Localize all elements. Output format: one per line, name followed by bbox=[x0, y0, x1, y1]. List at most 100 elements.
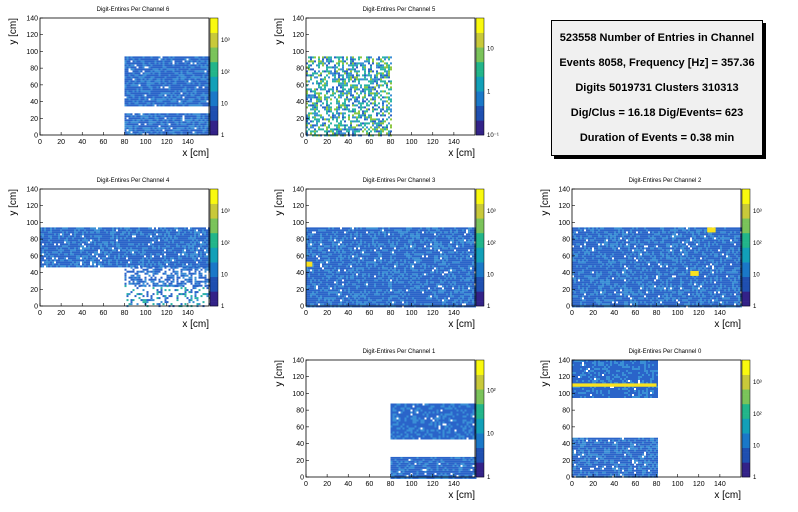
heatmap-cell bbox=[82, 257, 84, 260]
heatmap-cell bbox=[94, 241, 96, 244]
color-scale-band bbox=[210, 76, 218, 82]
heatmap-cell bbox=[336, 227, 338, 230]
heatmap-cell bbox=[160, 125, 163, 128]
heatmap-cell bbox=[190, 261, 192, 264]
heatmap-cell bbox=[124, 115, 127, 118]
heatmap-cell bbox=[144, 253, 146, 256]
heatmap-cell bbox=[138, 253, 140, 256]
heatmap-cell bbox=[142, 62, 145, 65]
heatmap-cell bbox=[172, 117, 175, 120]
heatmap-cell bbox=[82, 255, 84, 258]
heatmap-cell bbox=[192, 86, 195, 89]
y-tick-label: 60 bbox=[296, 82, 304, 89]
heatmap-cell bbox=[138, 74, 141, 77]
color-scale-band bbox=[476, 110, 484, 116]
heatmap-cell bbox=[142, 123, 145, 126]
heatmap-cell bbox=[152, 76, 155, 79]
heatmap-cell bbox=[136, 249, 138, 252]
heatmap-cell bbox=[114, 227, 116, 230]
heatmap-cell bbox=[340, 96, 342, 99]
heatmap-cell bbox=[178, 78, 181, 81]
heatmap-cell bbox=[186, 115, 189, 118]
heatmap-cell bbox=[364, 116, 366, 119]
heatmap-cell bbox=[306, 70, 308, 73]
heatmap-cell bbox=[354, 233, 356, 236]
heatmap-cell bbox=[106, 249, 108, 252]
heatmap-cell bbox=[136, 257, 138, 260]
heatmap-cell bbox=[352, 231, 354, 234]
heatmap-cell bbox=[178, 82, 181, 85]
heatmap-cell bbox=[152, 96, 155, 99]
heatmap-cell bbox=[178, 56, 181, 59]
heatmap-cell bbox=[76, 227, 78, 230]
heatmap-cell bbox=[202, 231, 204, 234]
heatmap-cell bbox=[172, 270, 175, 273]
heatmap-cell bbox=[124, 235, 126, 238]
y-tick-label: 100 bbox=[26, 220, 38, 227]
heatmap-cell bbox=[202, 241, 204, 244]
heatmap-cell bbox=[132, 282, 135, 285]
heatmap-cell bbox=[106, 231, 108, 234]
heatmap-cell bbox=[156, 78, 159, 81]
heatmap-cell bbox=[328, 231, 330, 234]
heatmap-cell bbox=[148, 88, 151, 91]
heatmap-cell bbox=[374, 227, 376, 230]
color-scale-band bbox=[476, 71, 484, 77]
heatmap-cell bbox=[158, 115, 161, 118]
heatmap-cell bbox=[308, 60, 310, 63]
heatmap-cell bbox=[168, 239, 170, 242]
heatmap-cell bbox=[194, 115, 197, 118]
heatmap-cell bbox=[154, 100, 157, 103]
heatmap-cell bbox=[174, 235, 176, 238]
heatmap-cell bbox=[134, 68, 137, 71]
heatmap-cell bbox=[132, 70, 135, 73]
heatmap-cell bbox=[192, 261, 194, 264]
heatmap-cell bbox=[116, 241, 118, 244]
heatmap-cell bbox=[386, 126, 388, 129]
heatmap-cell bbox=[128, 102, 131, 105]
heatmap-cell bbox=[144, 56, 147, 59]
heatmap-cell bbox=[146, 272, 149, 275]
heatmap-cell bbox=[110, 265, 112, 268]
heatmap-cell bbox=[194, 76, 197, 79]
heatmap-cell bbox=[178, 92, 181, 95]
color-scale-band bbox=[210, 213, 218, 219]
heatmap-cell bbox=[202, 251, 204, 254]
heatmap-cell bbox=[86, 243, 88, 246]
heatmap-cell bbox=[154, 72, 157, 75]
heatmap-cell bbox=[196, 253, 198, 256]
heatmap-cell bbox=[144, 78, 147, 81]
heatmap-cell bbox=[170, 280, 173, 283]
heatmap-cell bbox=[144, 74, 147, 77]
heatmap-cell bbox=[70, 257, 72, 260]
heatmap-cell bbox=[430, 227, 432, 230]
heatmap-cell bbox=[140, 98, 143, 101]
heatmap-cell bbox=[154, 233, 156, 236]
heatmap-cell bbox=[206, 96, 209, 99]
heatmap-cell bbox=[166, 259, 168, 262]
heatmap-cell bbox=[368, 104, 370, 107]
heatmap-cell bbox=[152, 70, 155, 73]
heatmap-cell bbox=[148, 72, 151, 75]
heatmap-cell bbox=[152, 60, 155, 63]
heatmap-cell bbox=[114, 259, 116, 262]
heatmap-cell bbox=[44, 247, 46, 250]
heatmap-cell bbox=[386, 56, 388, 59]
y-tick-label: 40 bbox=[30, 99, 38, 106]
heatmap-cell bbox=[110, 249, 112, 252]
heatmap-cell bbox=[208, 293, 211, 296]
heatmap-cell bbox=[362, 78, 364, 81]
heatmap-cell bbox=[384, 76, 386, 79]
heatmap-cell bbox=[104, 249, 106, 252]
heatmap-cell bbox=[180, 94, 183, 97]
heatmap-cell bbox=[174, 129, 177, 132]
heatmap-cell bbox=[134, 102, 137, 105]
heatmap-cell bbox=[132, 255, 134, 258]
heatmap-cell bbox=[156, 289, 159, 292]
heatmap-cell bbox=[48, 259, 50, 262]
heatmap-cell bbox=[206, 295, 209, 298]
heatmap-cell bbox=[384, 74, 386, 77]
heatmap-cell bbox=[120, 241, 122, 244]
heatmap-cell bbox=[178, 259, 180, 262]
heatmap-cell bbox=[134, 276, 137, 279]
